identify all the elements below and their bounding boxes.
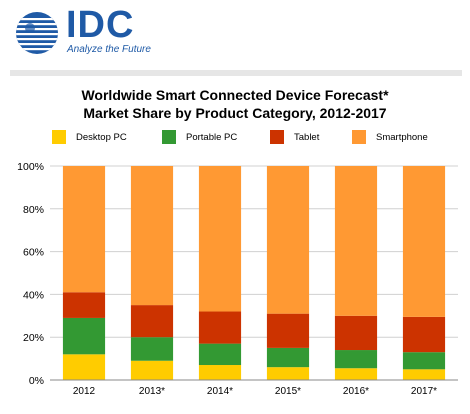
bar-segment — [62, 354, 106, 380]
x-tick-label: 2014* — [207, 386, 233, 397]
bar-segment — [266, 166, 310, 314]
bar-segment — [62, 317, 106, 355]
bar-segment — [198, 343, 242, 366]
bar-segment — [130, 166, 174, 306]
bar-segment — [334, 166, 378, 316]
legend-swatch — [162, 130, 176, 144]
idc-logo: IDC Analyze the Future — [14, 4, 174, 58]
x-tick-label: 2016* — [343, 386, 369, 397]
x-tick-label: 2013* — [139, 386, 165, 397]
bar-segment — [266, 367, 310, 380]
bar-segment — [334, 350, 378, 369]
header-divider — [10, 70, 462, 76]
chart-subtitle: Market Share by Product Category, 2012-2… — [83, 105, 387, 121]
legend-label: Smartphone — [376, 131, 428, 143]
bar-segment — [334, 368, 378, 380]
legend-item-desktop-pc: Desktop PC — [52, 130, 127, 144]
bar-segment — [402, 352, 446, 370]
bar-segment — [402, 369, 446, 380]
bar-segment — [130, 305, 174, 338]
bar-segment — [402, 166, 446, 317]
bar-segment — [198, 166, 242, 312]
bar-segment — [198, 311, 242, 344]
bar-segment — [334, 315, 378, 351]
chart-title-block: Worldwide Smart Connected Device Forecas… — [0, 86, 470, 122]
legend-item-smartphone: Smartphone — [352, 130, 428, 144]
legend-label: Desktop PC — [76, 131, 127, 143]
y-tick-label: 20% — [23, 332, 44, 344]
x-tick-label: 2015* — [275, 386, 301, 397]
y-tick-label: 60% — [23, 247, 44, 259]
logo-tagline: Analyze the Future — [67, 44, 151, 55]
bar-segment — [62, 292, 106, 318]
bar-segment — [266, 313, 310, 348]
bar-segment — [198, 365, 242, 380]
legend-label: Tablet — [294, 131, 320, 143]
bar-segment — [402, 316, 446, 353]
y-tick-label: 40% — [23, 289, 44, 301]
legend-label: Portable PC — [186, 131, 238, 143]
chart-title: Worldwide Smart Connected Device Forecas… — [81, 87, 389, 103]
legend-swatch — [270, 130, 284, 144]
legend-swatch — [52, 130, 66, 144]
y-tick-label: 100% — [17, 161, 44, 173]
legend-item-tablet: Tablet — [270, 130, 319, 144]
bar-segment — [62, 166, 106, 293]
bar-segment — [130, 337, 174, 361]
y-tick-label: 80% — [23, 204, 44, 216]
legend-item-portable-pc: Portable PC — [162, 130, 237, 144]
globe-icon — [16, 12, 58, 54]
bar-segment — [130, 360, 174, 380]
bar-segment — [266, 347, 310, 368]
y-tick-label: 0% — [29, 375, 44, 387]
logo-wordmark: IDC — [66, 4, 135, 46]
x-tick-label: 2017* — [411, 386, 437, 397]
x-tick-label: 2012 — [73, 386, 96, 397]
legend-swatch — [352, 130, 366, 144]
